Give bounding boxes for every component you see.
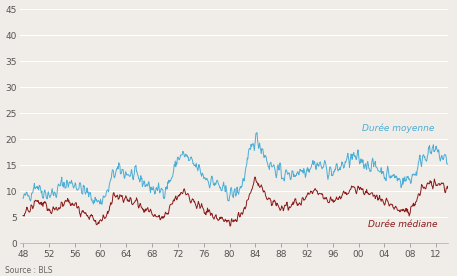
Text: Source : BLS: Source : BLS xyxy=(5,266,52,275)
Text: Durée moyenne: Durée moyenne xyxy=(362,124,434,134)
Text: Durée médiane: Durée médiane xyxy=(368,220,438,229)
